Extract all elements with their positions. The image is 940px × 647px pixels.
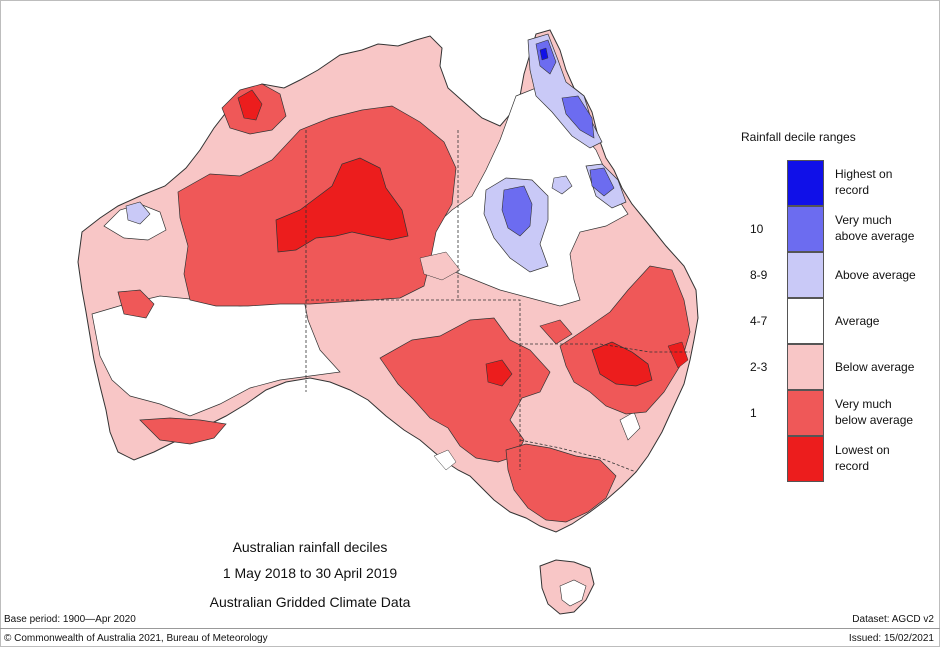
map-source: Australian Gridded Climate Data (209, 594, 411, 610)
very-much-above-zone-coast (561, 95, 595, 139)
legend-label-line: record (835, 459, 870, 473)
legend-label: Very much above average (835, 212, 935, 244)
very-much-below-zone-nsw-north (539, 319, 573, 345)
issued-date: Issued: 15/02/2021 (848, 633, 934, 644)
very-much-below-zone-west-coast (117, 289, 155, 319)
border-qld-nsw (520, 343, 690, 353)
legend-decile-code: 8-9 (750, 268, 768, 282)
legend-swatch (787, 298, 824, 344)
legend-decile-code: 10 (750, 222, 764, 236)
legend-label: Very much below average (835, 396, 935, 428)
lowest-on-record-zone-east (667, 341, 689, 369)
border-sa-qld (458, 299, 521, 344)
legend-label-line: Very much (835, 397, 892, 411)
legend-label-line: Average (835, 314, 880, 328)
base-period: Base period: 1900—Apr 2020 (4, 614, 136, 625)
map-period: 1 May 2018 to 30 April 2019 (222, 565, 398, 581)
above-average-zone-west (125, 201, 151, 225)
below-average-patch-coast (419, 251, 461, 281)
lowest-on-record-zone-sa (485, 359, 513, 387)
legend-row: 8-9 Above average (750, 252, 930, 298)
legend-label: Average (835, 313, 935, 329)
average-patch-sa (433, 449, 457, 471)
very-much-above-zone-central (501, 185, 533, 237)
footer-divider (0, 628, 940, 629)
legend-title: Rainfall decile ranges (741, 130, 856, 144)
legend-label-line: Highest on (835, 167, 893, 181)
legend-row: 4-7 Average (750, 298, 930, 344)
legend-row: Lowest on record (750, 436, 930, 482)
legend-label: Below average (835, 359, 935, 375)
legend-decile-code: 2-3 (750, 360, 768, 374)
legend-label: Lowest on record (835, 442, 935, 474)
very-much-below-zone-south-central (379, 317, 551, 463)
legend-swatch (787, 390, 824, 436)
legend-label: Highest on record (835, 166, 935, 198)
legend-swatch (787, 206, 824, 252)
legend-label-line: above average (835, 229, 915, 243)
copyright: © Commonwealth of Australia 2021, Bureau… (4, 633, 268, 644)
lowest-on-record-zone-interior (275, 157, 409, 253)
map-title: Australian rainfall deciles (232, 539, 388, 555)
legend-row: 1 Very much below average (750, 390, 930, 436)
tasmania-average-zone (559, 579, 587, 607)
lowest-on-record-zone-kimberley (237, 89, 263, 121)
legend-label-line: Above average (835, 268, 916, 282)
legend-row: 2-3 Below average (750, 344, 930, 390)
very-much-below-zone-southwest (139, 417, 227, 445)
above-average-zone-small (551, 175, 573, 195)
legend-label-line: below average (835, 413, 914, 427)
lowest-on-record-zone-nsw (591, 341, 653, 387)
legend-swatch (787, 436, 824, 482)
average-zone-coast (619, 411, 641, 441)
legend-label: Above average (835, 267, 935, 283)
very-much-above-zone-east (589, 167, 615, 197)
legend-decile-code: 1 (750, 406, 757, 420)
highest-on-record-zone (539, 47, 549, 61)
legend-swatch (787, 344, 824, 390)
legend-decile-code: 4-7 (750, 314, 768, 328)
legend-row: Highest on record (750, 160, 930, 206)
dataset: Dataset: AGCD v2 (852, 614, 934, 625)
legend-label-line: Very much (835, 213, 892, 227)
legend-swatch (787, 252, 824, 298)
legend-label-line: Lowest on (835, 443, 890, 457)
legend-label-line: Below average (835, 360, 915, 374)
border-nsw-vic (519, 439, 637, 473)
very-much-below-zone-victoria (505, 443, 617, 523)
legend-label-line: record (835, 183, 870, 197)
legend-swatch (787, 160, 824, 206)
legend-row: 10 Very much above average (750, 206, 930, 252)
